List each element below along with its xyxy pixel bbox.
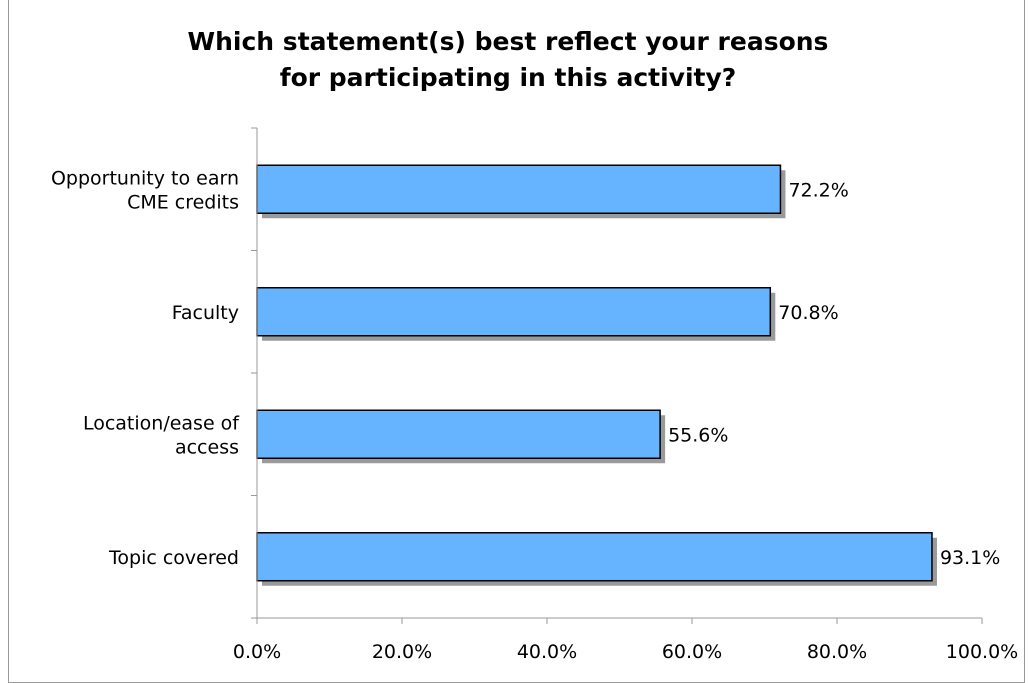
category-label-1-line-1: Opportunity to earn — [51, 167, 239, 189]
x-tick-label-5: 80.0% — [807, 641, 867, 663]
x-tick-label-2: 20.0% — [372, 641, 432, 663]
chart-title-line-2: for participating in this activity? — [279, 63, 737, 92]
value-label-1: 72.2% — [788, 179, 848, 201]
category-label-2: Faculty — [172, 302, 239, 324]
category-label-3-line-2: access — [175, 436, 239, 458]
x-tick-label-1: 0.0% — [233, 641, 281, 663]
category-label-4: Topic covered — [108, 547, 239, 569]
bar-3 — [256, 409, 661, 459]
bar-2 — [256, 287, 772, 337]
x-tick-label-3: 40.0% — [517, 641, 577, 663]
value-label-2: 70.8% — [778, 302, 838, 324]
chart-title: Which statement(s) best reflect your rea… — [8, 24, 1008, 96]
bar-1 — [256, 164, 782, 214]
category-label-3-line-1: Location/ease of — [83, 412, 240, 434]
category-label-1-line-2: CME credits — [127, 191, 239, 213]
bar-4 — [256, 532, 933, 582]
x-tick-label-6: 100.0% — [946, 641, 1018, 663]
chart-title-line-1: Which statement(s) best reflect your rea… — [187, 27, 829, 56]
value-label-4: 93.1% — [940, 547, 1000, 569]
x-tick-label-4: 60.0% — [662, 641, 722, 663]
value-label-3: 55.6% — [668, 424, 728, 446]
